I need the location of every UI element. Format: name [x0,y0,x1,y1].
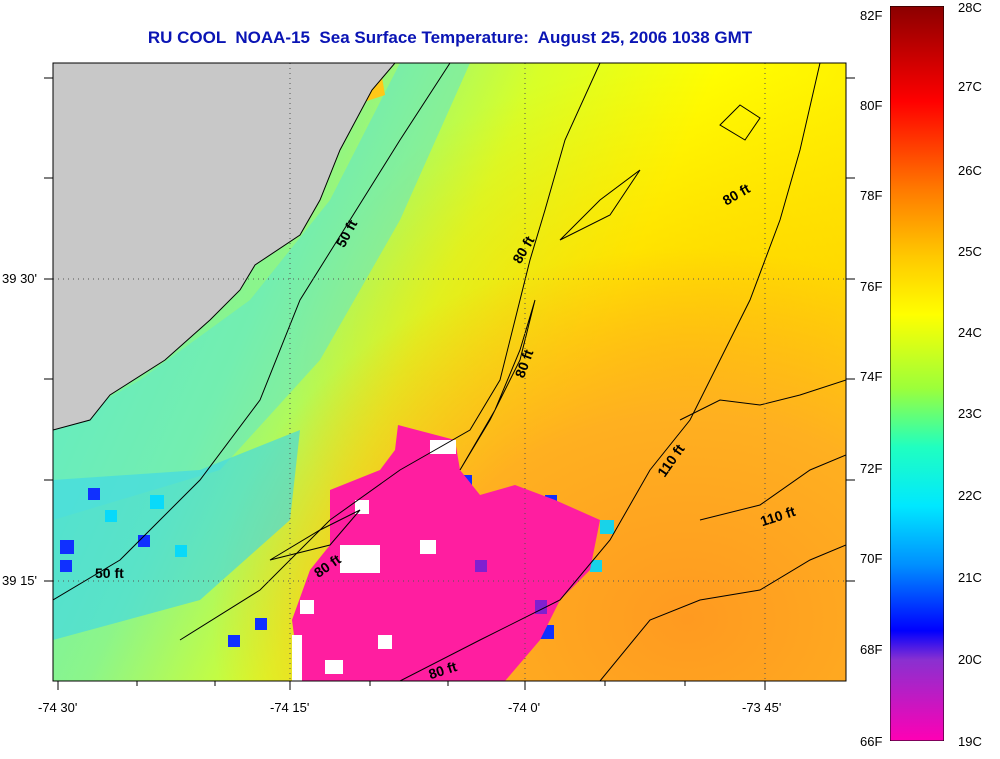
colorbar-f-label: 70F [860,551,883,566]
colorbar-f-label: 68F [860,642,883,657]
bathymetry-contours [53,63,846,681]
colorbar-c-label: 25C [958,244,982,259]
colorbar-c-label: 26C [958,163,982,178]
axis-ticks [44,77,855,690]
lon-tick-label: -74 30' [38,700,78,715]
upwelling-region [292,425,600,681]
colorbar-c-label: 23C [958,406,982,421]
colorbar-f-label: 72F [860,461,883,476]
colorbar-c-label: 24C [958,325,982,340]
colorbar-c-label: 19C [958,734,982,749]
lat-tick-label: 39 30' [2,271,38,286]
colorbar-f-label: 82F [860,8,883,23]
temperature-colorbar [890,6,944,741]
contour-label: 50 ft [95,565,124,581]
lon-tick-label: -74 15' [270,700,310,715]
colorbar-c-label: 22C [958,488,982,503]
lat-tick-label: 39 15' [2,573,38,588]
colorbar-f-label: 76F [860,279,883,294]
colorbar-c-label: 21C [958,570,982,585]
colorbar-f-label: 74F [860,369,883,384]
lon-tick-label: -73 45' [742,700,782,715]
lon-tick-label: -74 0' [508,700,541,715]
colorbar-f-label: 80F [860,98,883,113]
colorbar-c-label: 27C [958,79,982,94]
land-mask [53,63,395,430]
colorbar-c-label: 20C [958,652,982,667]
colorbar-f-label: 78F [860,188,883,203]
colorbar-c-label: 28C [958,0,982,15]
colorbar-f-label: 66F [860,734,883,749]
map-title: RU COOL NOAA-15 Sea Surface Temperature:… [147,28,753,47]
